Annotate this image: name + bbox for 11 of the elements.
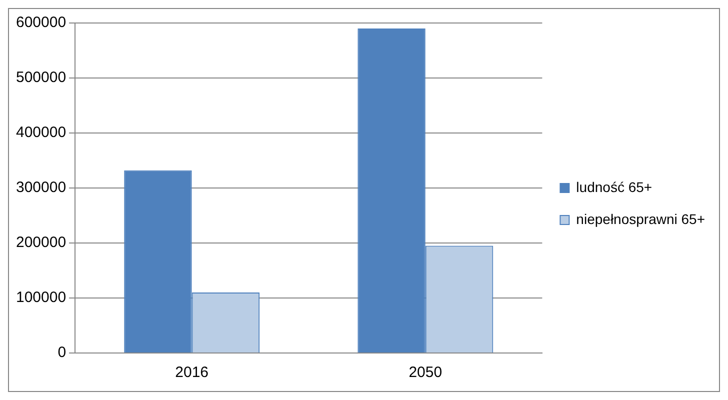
y-tick-label: 400000 [16, 124, 66, 142]
y-tick-label: 0 [58, 344, 66, 362]
y-tick-label: 500000 [16, 69, 66, 86]
y-tick-label: 200000 [16, 234, 66, 252]
y-tick-label: 100000 [16, 289, 66, 306]
legend-label: niepełnosprawni 65+ [576, 210, 706, 227]
y-tick-label: 600000 [16, 14, 66, 32]
legend-label: ludność 65+ [576, 178, 652, 195]
y-tick-label: 300000 [16, 179, 66, 196]
x-tick-label: 2016 [175, 364, 209, 382]
x-tick-label: 2050 [408, 364, 442, 382]
